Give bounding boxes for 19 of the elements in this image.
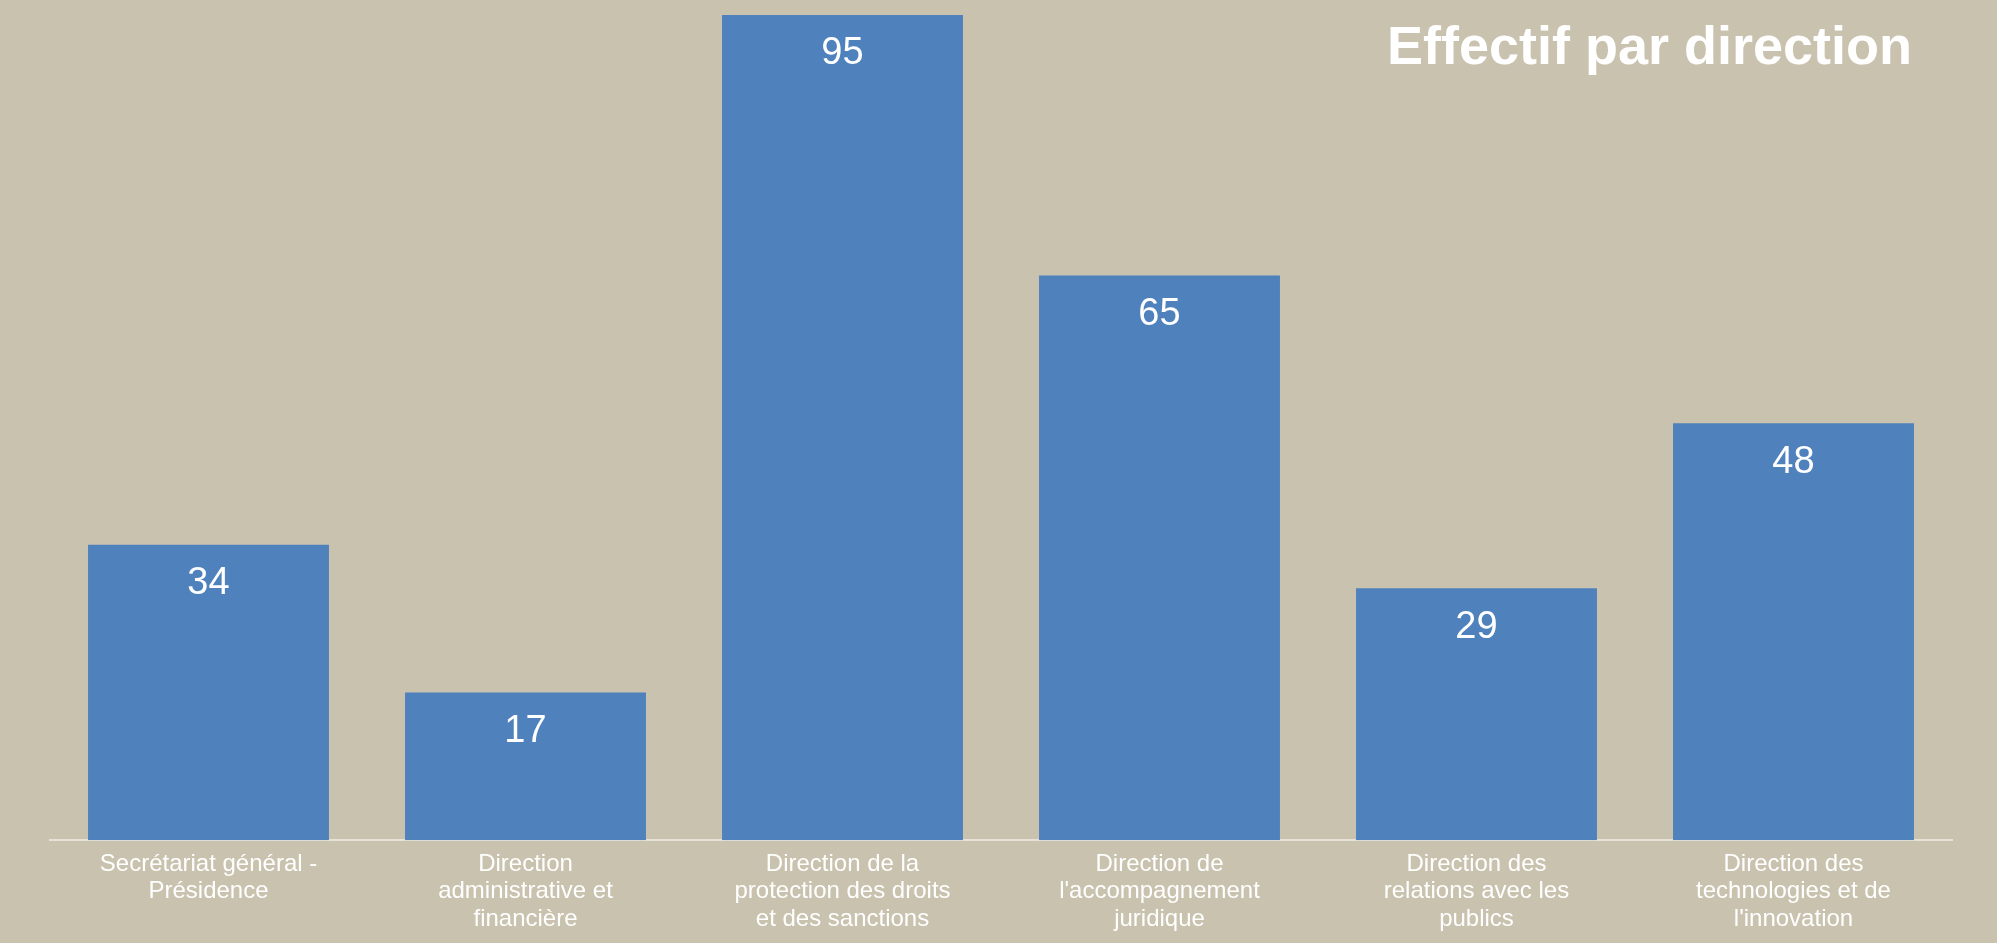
- x-tick-label: Direction administrative et financière: [438, 848, 614, 931]
- data-label: 95: [821, 30, 864, 73]
- bar: [405, 692, 646, 841]
- chart-title: Effectif par direction: [1386, 14, 1912, 75]
- data-label: 17: [504, 708, 547, 751]
- data-label: 48: [1772, 438, 1815, 481]
- bar: [1356, 588, 1597, 841]
- x-tick-label: Direction des relations avec les publics: [1383, 848, 1570, 931]
- data-label: 34: [187, 560, 230, 603]
- x-tick-label: Direction de l'accompagnement juridique: [1059, 848, 1261, 931]
- data-label: 65: [1138, 291, 1181, 334]
- x-tick-label: Secrétariat général - Présidence: [99, 848, 318, 904]
- bar: [88, 544, 329, 841]
- x-tick-label: Direction de la protection des droits et des sanctions: [734, 848, 951, 931]
- bar: [1039, 275, 1280, 841]
- data-label: 29: [1455, 603, 1498, 646]
- bar: [722, 15, 963, 841]
- bar: [1673, 423, 1914, 841]
- x-tick-label: Direction des technologies et de l'innovation: [1696, 848, 1891, 931]
